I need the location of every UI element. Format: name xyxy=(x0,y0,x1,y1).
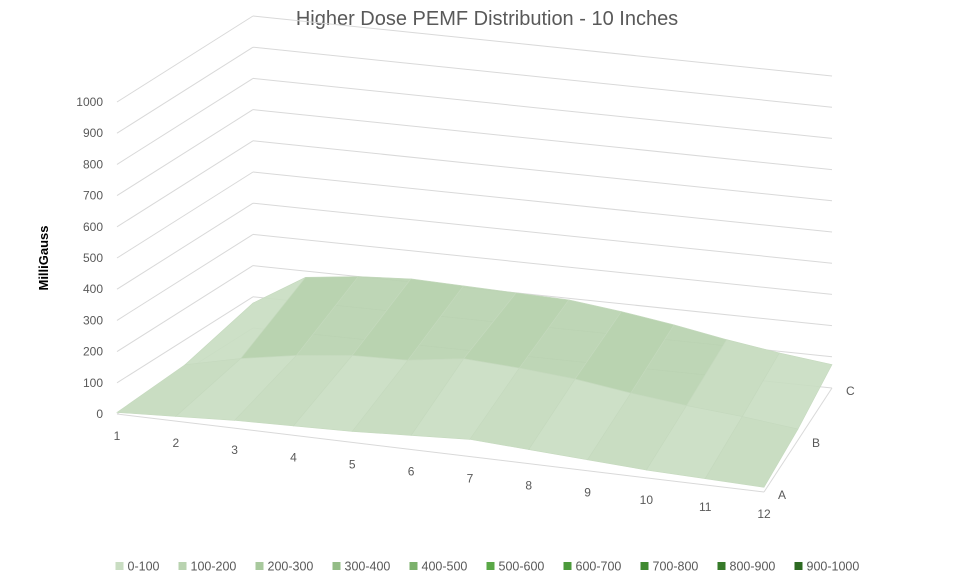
x-tick-label: 5 xyxy=(349,457,356,471)
gridline-side xyxy=(116,233,254,321)
legend-label: 100-200 xyxy=(191,560,237,574)
y-tick-label: 700 xyxy=(83,189,103,203)
legend-label: 0-100 xyxy=(128,560,160,574)
legend-label: 600-700 xyxy=(576,560,622,574)
legend-swatch xyxy=(794,562,803,570)
legend-label: 400-500 xyxy=(422,560,468,574)
legend-swatch xyxy=(717,562,726,570)
y-tick-label: 900 xyxy=(83,126,103,140)
gridline-side xyxy=(116,202,254,290)
legend-label: 800-900 xyxy=(730,560,776,574)
y-tick-label: 400 xyxy=(83,282,103,296)
depth-tick-label: B xyxy=(812,436,820,450)
surface-plot xyxy=(116,276,833,488)
y-tick-label: 200 xyxy=(83,345,103,359)
gridline-back xyxy=(252,202,833,264)
y-tick-label: 500 xyxy=(83,251,103,265)
depth-tick-label: C xyxy=(846,384,855,398)
gridlines xyxy=(116,15,833,415)
chart-title: Higher Dose PEMF Distribution - 10 Inche… xyxy=(295,8,679,30)
gridline-side xyxy=(116,171,254,259)
axes: 0100200300400500600700800900100012345678… xyxy=(36,95,855,521)
gridline-back xyxy=(252,140,833,202)
x-tick-label: 6 xyxy=(408,464,415,478)
gridline-back xyxy=(252,233,833,295)
legend-label: 200-300 xyxy=(268,560,314,574)
x-axis-line xyxy=(116,413,765,493)
legend-swatch xyxy=(115,562,124,570)
x-tick-label: 7 xyxy=(467,472,474,486)
gridline-side xyxy=(116,140,254,228)
depth-axis-line xyxy=(763,387,833,493)
surface-patch xyxy=(704,416,799,488)
x-tick-label: 8 xyxy=(525,479,532,493)
legend-label: 500-600 xyxy=(499,560,545,574)
x-tick-label: 9 xyxy=(584,486,591,500)
gridline-side xyxy=(116,109,254,197)
gridline-back xyxy=(252,109,833,171)
x-tick-label: 12 xyxy=(757,507,771,521)
legend-swatch xyxy=(640,562,649,570)
gridline-back xyxy=(252,265,833,327)
legend-swatch xyxy=(332,562,341,570)
y-tick-label: 300 xyxy=(83,313,103,327)
x-tick-label: 3 xyxy=(231,443,238,457)
x-tick-label: 10 xyxy=(640,493,654,507)
y-tick-label: 100 xyxy=(83,376,103,390)
gridline-side xyxy=(116,296,254,384)
y-axis-title: MilliGauss xyxy=(36,225,51,290)
gridline-side xyxy=(116,15,254,103)
legend-label: 700-800 xyxy=(653,560,699,574)
legend-swatch xyxy=(255,562,264,570)
legend-swatch xyxy=(486,562,495,570)
legend-swatch xyxy=(178,562,187,570)
gridline-side xyxy=(116,77,254,165)
gridline-back xyxy=(252,77,833,139)
x-tick-label: 2 xyxy=(172,436,179,450)
x-tick-label: 1 xyxy=(114,429,121,443)
legend-label: 300-400 xyxy=(345,560,391,574)
y-tick-label: 1000 xyxy=(76,95,103,109)
legend-swatch xyxy=(409,562,418,570)
y-tick-label: 800 xyxy=(83,157,103,171)
legend-label: 900-1000 xyxy=(807,560,860,574)
y-tick-label: 0 xyxy=(96,407,103,421)
gridline-side xyxy=(116,46,254,134)
x-tick-label: 11 xyxy=(699,500,712,514)
gridline-back xyxy=(252,15,833,77)
x-tick-label: 4 xyxy=(290,450,297,464)
y-tick-label: 600 xyxy=(83,220,103,234)
gridline-back xyxy=(252,171,833,233)
legend-swatch xyxy=(563,562,572,570)
gridline-back xyxy=(252,46,833,108)
depth-tick-label: A xyxy=(778,488,786,502)
gridline-side xyxy=(116,265,254,353)
legend: 0-100 100-200 200-300 300-400 400-500 500-600… xyxy=(115,560,860,574)
